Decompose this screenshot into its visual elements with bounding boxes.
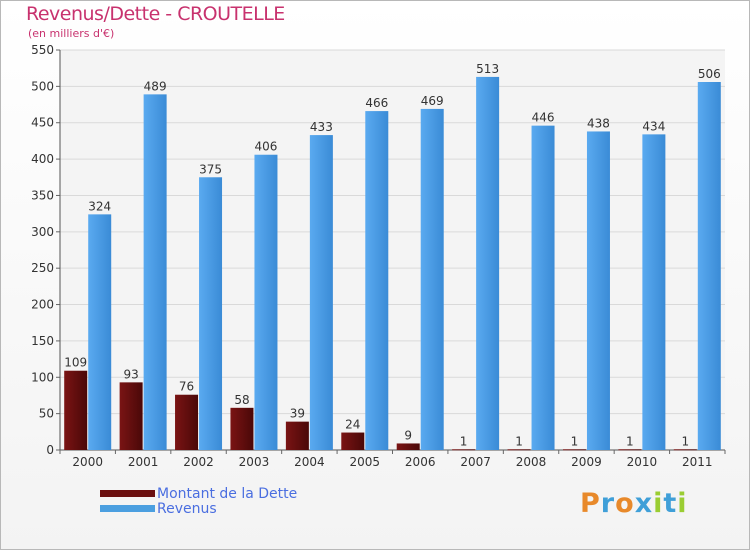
y-tick-label: 500 (31, 79, 54, 93)
logo-letter: r (600, 488, 616, 519)
data-label-dette: 1 (626, 434, 634, 448)
bar-revenus (309, 135, 333, 450)
data-label-revenus: 446 (532, 111, 555, 125)
x-tick-label: 2000 (72, 455, 103, 469)
data-label-dette: 76 (179, 380, 194, 394)
data-label-dette: 1 (460, 434, 468, 448)
data-label-dette: 9 (404, 428, 412, 442)
bar-revenus (88, 214, 112, 450)
proxiti-logo: Proxiti (580, 488, 688, 519)
bar-dette (230, 407, 254, 450)
data-label-revenus: 438 (587, 116, 610, 130)
data-label-revenus: 489 (144, 79, 167, 93)
logo-letter: t (663, 488, 678, 519)
bar-dette (562, 449, 586, 451)
y-tick-label: 100 (31, 370, 54, 384)
data-label-revenus: 433 (310, 120, 333, 134)
y-tick-label: 400 (31, 152, 54, 166)
logo-letter: o (615, 488, 635, 519)
bar-dette (618, 449, 642, 451)
y-tick-label: 300 (31, 225, 54, 239)
bar-revenus (697, 82, 721, 450)
y-tick-label: 250 (31, 261, 54, 275)
bar-revenus (365, 111, 389, 450)
logo-letter: P (580, 488, 601, 519)
bar-dette (507, 449, 531, 451)
data-label-revenus: 406 (255, 140, 278, 154)
bar-dette (396, 443, 420, 450)
legend-swatch-revenus (100, 505, 155, 512)
x-tick-label: 2004 (294, 455, 325, 469)
x-tick-label: 2008 (516, 455, 547, 469)
data-label-dette: 93 (123, 367, 138, 381)
data-label-dette: 1 (571, 434, 579, 448)
y-tick-label: 350 (31, 188, 54, 202)
legend-swatch-dette (100, 490, 155, 497)
bar-revenus (586, 131, 610, 451)
bar-revenus (531, 125, 555, 451)
x-tick-label: 2007 (460, 455, 491, 469)
y-tick-label: 50 (39, 407, 54, 421)
data-label-revenus: 324 (88, 199, 111, 213)
data-label-revenus: 469 (421, 94, 444, 108)
bar-dette (64, 370, 88, 450)
legend-label-revenus: Revenus (157, 500, 217, 517)
bar-revenus (642, 134, 666, 450)
data-label-dette: 39 (290, 407, 305, 421)
data-label-dette: 1 (681, 434, 689, 448)
legend: Montant de la Dette Revenus (100, 485, 298, 517)
legend-item-revenus: Revenus (100, 500, 297, 517)
data-label-revenus: 375 (199, 162, 222, 176)
x-tick-label: 2005 (350, 455, 381, 469)
data-label-revenus: 434 (642, 119, 665, 133)
chart-subtitle: (en milliers d'€) (28, 27, 115, 40)
bar-revenus (254, 154, 278, 450)
chart-title: Revenus/Dette - CROUTELLE (26, 3, 285, 25)
data-label-dette: 109 (64, 356, 87, 370)
data-label-dette: 58 (234, 393, 249, 407)
plot-area (60, 50, 725, 450)
data-label-dette: 24 (345, 418, 360, 432)
data-label-dette: 1 (515, 434, 523, 448)
data-label-revenus: 466 (365, 96, 388, 110)
logo-letter: x (634, 488, 654, 519)
data-label-revenus: 513 (476, 62, 499, 76)
bar-dette (341, 432, 365, 450)
bar-revenus (199, 177, 223, 451)
y-tick-label: 450 (31, 116, 54, 130)
x-tick-label: 2001 (128, 455, 159, 469)
bar-dette (673, 449, 697, 451)
data-label-revenus: 506 (698, 67, 721, 81)
bar-dette (175, 394, 199, 450)
bar-revenus (420, 108, 444, 450)
x-tick-label: 2009 (571, 455, 602, 469)
x-tick-label: 2010 (627, 455, 658, 469)
x-tick-label: 2003 (239, 455, 270, 469)
x-tick-label: 2006 (405, 455, 436, 469)
x-tick-label: 2011 (682, 455, 713, 469)
bar-dette (119, 382, 143, 450)
bar-dette (285, 421, 309, 450)
y-tick-label: 550 (31, 43, 54, 57)
bar-revenus (476, 76, 500, 450)
logo-letter: i (653, 488, 664, 519)
legend-item-dette: Montant de la Dette (100, 485, 298, 502)
bar-dette (452, 449, 476, 451)
x-tick-label: 2002 (183, 455, 214, 469)
logo-letter: i (677, 488, 688, 519)
y-tick-label: 0 (46, 443, 54, 457)
y-tick-label: 200 (31, 298, 54, 312)
bar-revenus (143, 94, 167, 450)
y-tick-label: 150 (31, 334, 54, 348)
legend-label-dette: Montant de la Dette (157, 485, 298, 502)
